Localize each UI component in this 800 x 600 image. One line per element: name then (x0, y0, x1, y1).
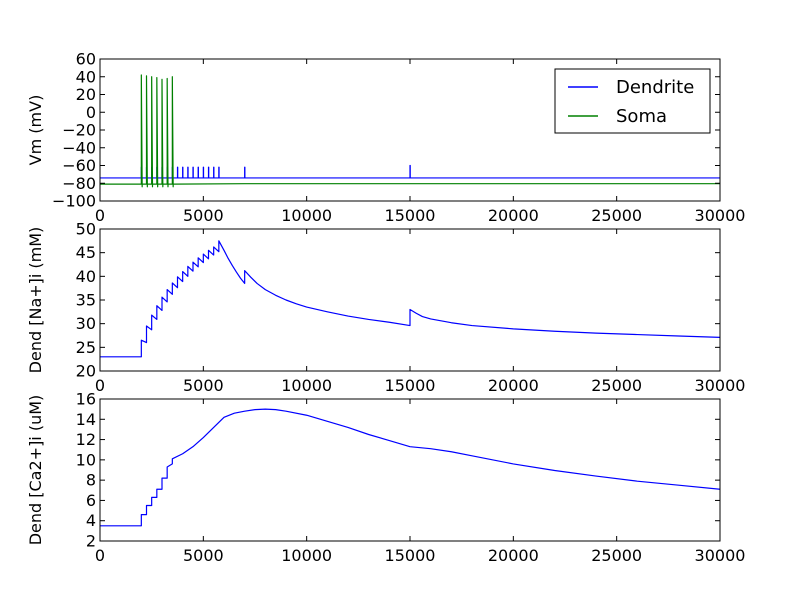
panel-dend-ca: 0 5000 10000 15000 20000 25000 30000 2 468 101214… (26, 390, 745, 566)
x-tick-label: 10000 (281, 376, 332, 395)
y-tick-label: 10 (76, 450, 96, 469)
x-tick-label: 15000 (385, 376, 436, 395)
y-tick-label: 35 (76, 291, 96, 310)
y-tick-label: −100 (52, 192, 96, 211)
y-tick-label: 8 (86, 471, 96, 490)
y-tick-label: −60 (62, 156, 96, 175)
x-tick-label: 15000 (385, 546, 436, 565)
x-tick-label: 25000 (591, 546, 642, 565)
y-tick-label: 30 (76, 314, 96, 333)
x-tick-label: 5000 (183, 546, 224, 565)
y-tick-label: 40 (76, 67, 96, 86)
y-tick-label: −40 (62, 138, 96, 157)
y-axis-label-dend-na: Dend [Na+]i (mM) (26, 227, 45, 374)
y-tick-label: 25 (76, 338, 96, 357)
y-tick-label: 14 (76, 410, 96, 429)
y-tick-label: −20 (62, 121, 96, 140)
y-tick-label: 12 (76, 430, 96, 449)
y-tick-label: −80 (62, 174, 96, 193)
series-line-soma-vm (100, 74, 720, 188)
y-axis-label-dend-ca: Dend [Ca2+]i (uM) (26, 395, 45, 546)
y-tick-label: 0 (86, 103, 96, 122)
series-line-dendrite-dend-na (100, 240, 721, 358)
x-tick-label: 0 (95, 376, 105, 395)
series-line-dendrite-dend-ca (100, 408, 721, 527)
x-tick-label: 15000 (385, 206, 436, 225)
x-tick-label: 25000 (591, 376, 642, 395)
y-tick-label: 20 (76, 362, 96, 381)
legend-box (554, 68, 711, 134)
x-tick-label: 5000 (183, 376, 224, 395)
x-tick-label: 20000 (488, 206, 539, 225)
y-tick-label: 60 (76, 50, 96, 69)
x-tick-label: 30000 (695, 546, 746, 565)
y-tick-label: 45 (76, 243, 96, 262)
x-tick-label: 10000 (281, 546, 332, 565)
x-tick-label: 20000 (488, 376, 539, 395)
y-tick-label: 20 (76, 85, 96, 104)
legend-label-dendrite: Dendrite (616, 77, 694, 98)
x-tick-label: 0 (95, 546, 105, 565)
y-tick-label: 2 (86, 532, 96, 551)
x-tick-label: 20000 (488, 546, 539, 565)
legend-label-soma: Soma (616, 106, 667, 127)
x-tick-label: 30000 (695, 376, 746, 395)
panel-dend-na: 0 5000 10000 15000 20000 25000 30000 20 25 30 35 40… (26, 220, 745, 396)
panel-vm: 0 5000 10000 15000 20000 25000 30000 −100−80−60… (26, 50, 745, 226)
legend: Dendrite Soma (554, 68, 711, 134)
y-tick-label: 4 (86, 511, 96, 530)
x-tick-label: 5000 (183, 206, 224, 225)
y-tick-label: 50 (76, 220, 96, 239)
y-tick-label: 16 (76, 390, 96, 409)
y-tick-label: 40 (76, 267, 96, 286)
x-tick-label: 10000 (281, 206, 332, 225)
x-tick-label: 30000 (695, 206, 746, 225)
y-tick-label: 6 (86, 491, 96, 510)
x-tick-label: 0 (95, 206, 105, 225)
y-axis-label-vm: Vm (mV) (26, 95, 45, 166)
x-tick-label: 25000 (591, 206, 642, 225)
